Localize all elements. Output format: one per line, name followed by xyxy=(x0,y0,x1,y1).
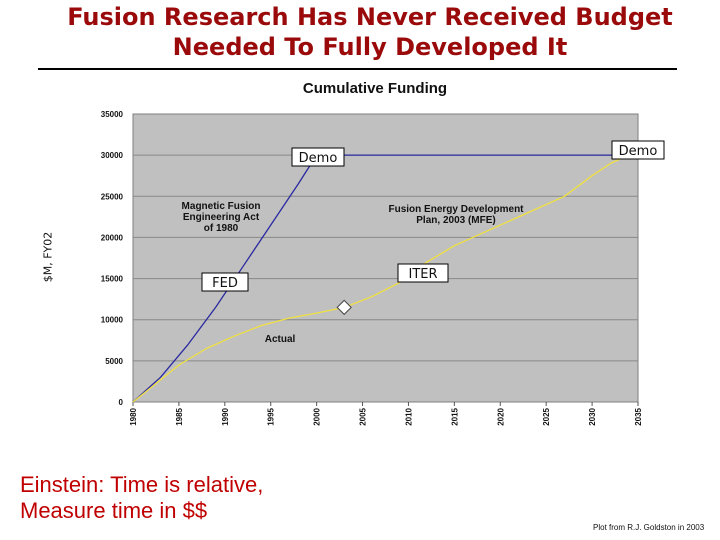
chart-title: Cumulative Funding xyxy=(302,80,448,97)
y-tick-label: 10000 xyxy=(101,316,124,325)
y-tick-label: 30000 xyxy=(101,151,124,160)
slide-title-line-2: Needed To Fully Developed It xyxy=(172,33,568,61)
quote-line-1: Einstein: Time is relative, xyxy=(20,472,264,497)
diamond-marker xyxy=(336,299,352,316)
x-tick-label: 1995 xyxy=(267,407,276,425)
x-tick-label: 2030 xyxy=(588,407,597,425)
slide-title-line-1: Fusion Research Has Never Received Budge… xyxy=(67,3,673,31)
title-divider xyxy=(38,68,677,70)
x-tick-label: 2025 xyxy=(542,407,551,425)
annotation-label-4-line-1: Engineering Act xyxy=(183,212,260,223)
annotation-label-2: FED xyxy=(212,276,238,291)
annotation-label-5-line-1: Plan, 2003 (MFE) xyxy=(416,215,495,226)
annotation-box-1 xyxy=(611,140,665,160)
y-tick-label: 5000 xyxy=(105,357,123,366)
x-tick-label: 2035 xyxy=(634,407,643,425)
x-tick-label: 2010 xyxy=(404,407,413,425)
x-tick-label: 2000 xyxy=(313,407,322,425)
annotation-box-0 xyxy=(291,147,345,167)
annotation-label-3: ITER xyxy=(408,267,437,282)
annotation-label-1: Demo xyxy=(619,144,658,159)
y-tick-label: 0 xyxy=(119,398,124,407)
x-tick-label: 1980 xyxy=(129,407,138,425)
annotation-label-4-line-2: of 1980 xyxy=(204,223,239,234)
series-line-2 xyxy=(132,306,345,403)
y-tick-label: 25000 xyxy=(101,192,124,201)
einstein-quote: Einstein: Time is relative, Measure time… xyxy=(20,472,263,524)
annotation-label-5-line-0: Fusion Energy Development xyxy=(388,204,524,215)
plot-credit: Plot from R.J. Goldston in 2003 xyxy=(593,523,705,532)
annotation-box-2 xyxy=(201,272,249,292)
x-tick-label: 1985 xyxy=(175,407,184,425)
annotation-label-4-line-0: Magnetic Fusion xyxy=(182,201,261,212)
x-tick-label: 1990 xyxy=(221,407,230,425)
x-tick-label: 2020 xyxy=(496,407,505,425)
series-line-1 xyxy=(343,154,630,309)
annotation-label-0: Demo xyxy=(299,151,338,166)
y-tick-label: 15000 xyxy=(101,275,124,284)
annotation-box-3 xyxy=(397,263,449,283)
annotation-label-6: Actual xyxy=(265,334,296,345)
plot-area xyxy=(132,113,639,403)
y-tick-label: 20000 xyxy=(101,233,124,242)
x-tick-label: 2005 xyxy=(359,407,368,425)
y-tick-label: 35000 xyxy=(101,110,124,119)
x-tick-label: 2015 xyxy=(450,407,459,425)
quote-line-2: Measure time in $$ xyxy=(20,498,208,523)
slide-title: Fusion Research Has Never Received Budge… xyxy=(0,2,720,62)
